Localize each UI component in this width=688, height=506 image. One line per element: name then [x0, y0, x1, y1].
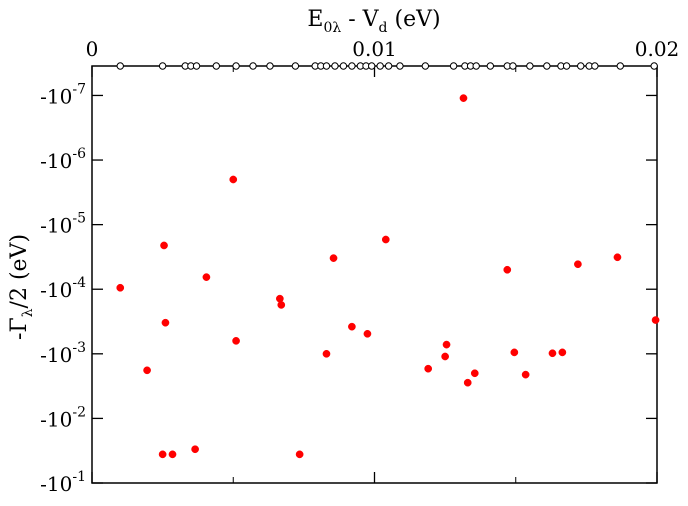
y-axis-title: -Γλ/2 (eV) [7, 234, 36, 340]
level-marker [212, 62, 221, 70]
level-marker [384, 62, 393, 70]
data-point [613, 253, 622, 262]
data-point [158, 450, 167, 459]
data-point [168, 450, 177, 459]
data-point [322, 349, 331, 358]
data-point [160, 241, 168, 250]
y-tick-label: -10-5 [40, 211, 86, 238]
x-tick-label: 0 [86, 37, 99, 61]
level-marker [339, 62, 348, 70]
plot-frame [91, 65, 658, 484]
level-marker [396, 62, 404, 70]
y-tick-label: -10-4 [40, 275, 86, 302]
data-point [463, 378, 472, 387]
data-point [295, 450, 304, 459]
level-marker [331, 62, 339, 70]
data-point [510, 348, 519, 357]
y-tick-label: -10-3 [40, 340, 86, 367]
level-marker [322, 62, 331, 70]
level-marker [449, 62, 458, 70]
level-marker [543, 62, 551, 70]
data-point [442, 340, 451, 349]
x-axis-title-sub: 0λ [323, 20, 341, 36]
data-point [441, 352, 449, 361]
data-point [459, 94, 468, 102]
level-marker [421, 62, 430, 70]
x-axis-title-unit: (eV) [388, 7, 441, 32]
level-marker [192, 62, 201, 70]
level-marker [472, 62, 480, 70]
data-point [521, 370, 530, 379]
y-tick-label: -10-6 [40, 146, 86, 173]
x-tick-label: 0.01 [352, 37, 397, 61]
level-marker [158, 62, 167, 70]
level-marker [116, 62, 124, 70]
data-point [503, 265, 512, 274]
data-point [651, 316, 660, 324]
x-tick-label: 0.02 [635, 37, 680, 61]
data-point [116, 283, 125, 292]
level-marker [291, 62, 300, 70]
data-point [574, 260, 582, 269]
data-point [548, 349, 557, 358]
level-marker [266, 62, 274, 70]
level-marker [509, 62, 517, 70]
y-axis-title-pre: -Γ [7, 317, 32, 340]
x-axis-title: E0λ - Vd (eV) [307, 7, 440, 36]
data-point [348, 322, 356, 331]
data-point [470, 369, 479, 378]
data-point [276, 294, 284, 303]
data-point [161, 318, 170, 327]
level-marker [367, 62, 376, 70]
data-point [363, 329, 372, 338]
data-point [229, 175, 238, 184]
level-marker [577, 62, 585, 70]
y-tick-label: -10-2 [40, 404, 86, 431]
data-point [232, 337, 240, 345]
level-marker [232, 62, 240, 70]
level-marker [591, 62, 599, 70]
level-marker [526, 62, 534, 70]
level-marker [486, 62, 495, 70]
data-point [191, 445, 199, 454]
data-point [329, 254, 338, 262]
level-marker [650, 62, 658, 70]
data-point [143, 366, 151, 375]
y-axis-title-sub: λ [20, 308, 36, 317]
x-axis-title-sub2: d [379, 20, 388, 36]
y-tick-label: -10-7 [40, 81, 86, 108]
data-point [381, 235, 390, 244]
level-marker [562, 62, 571, 70]
x-axis-title-rest: - V [341, 7, 379, 32]
y-tick-label: -10-1 [40, 469, 86, 496]
data-point [424, 364, 433, 373]
x-axis-title-base: E [307, 7, 323, 32]
level-marker [348, 62, 356, 70]
data-point [277, 301, 286, 309]
data-point [558, 348, 567, 357]
level-marker [616, 62, 624, 70]
data-point [202, 273, 211, 281]
level-marker [249, 62, 257, 70]
level-marker [376, 62, 384, 70]
y-axis-title-post: /2 (eV) [7, 234, 32, 308]
